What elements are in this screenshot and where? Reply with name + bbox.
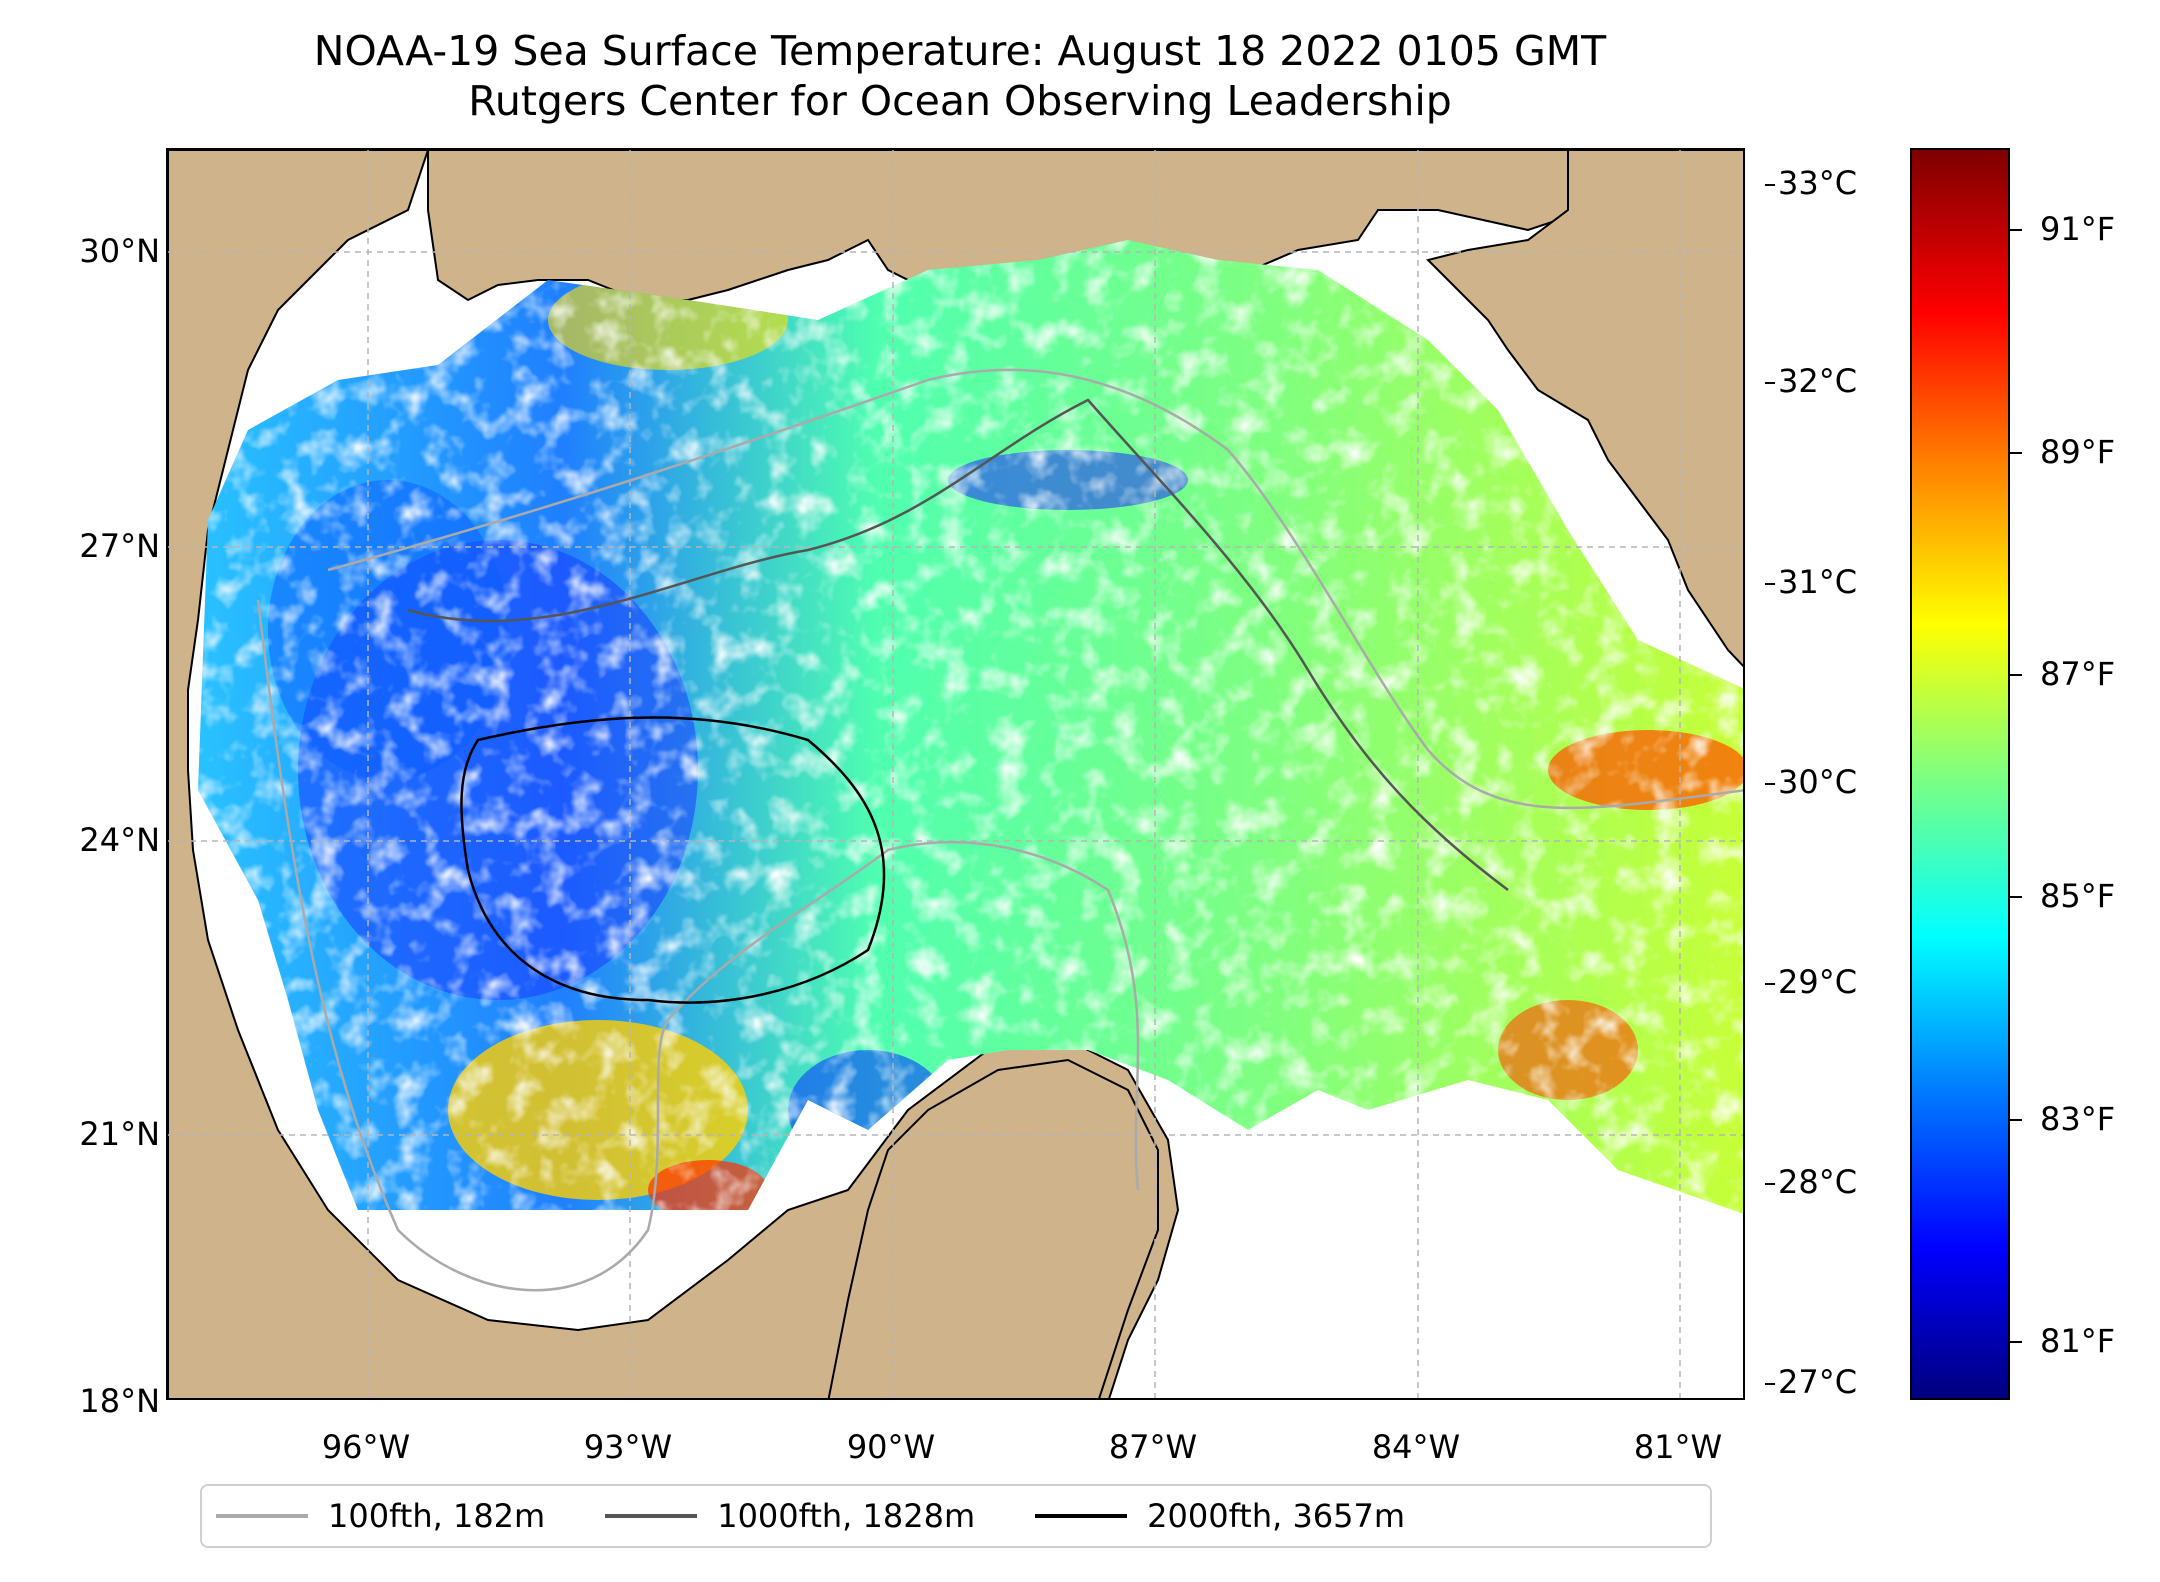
lon-tick-87w: 87°W [1108, 1428, 1198, 1466]
lon-tick-90w: 90°W [846, 1428, 936, 1466]
legend-item-100fth: 100fth, 182m [216, 1497, 545, 1535]
fahrenheit-tick-85: 85°F [2040, 877, 2116, 915]
celsius-tick-31: 31°C [1778, 563, 1858, 601]
celsius-tick-32: 32°C [1778, 362, 1858, 400]
lat-tick-24n: 24°N [79, 821, 160, 859]
fahrenheit-tick-89: 89°F [2040, 433, 2116, 471]
celsius-tickmark [1765, 583, 1775, 585]
legend-item-2000fth: 2000fth, 3657m [1035, 1497, 1405, 1535]
legend-swatch-2000fth [1035, 1514, 1128, 1518]
lat-tick-27n: 27°N [79, 527, 160, 565]
celsius-tick-28: 28°C [1778, 1163, 1858, 1201]
title-line-1: NOAA-19 Sea Surface Temperature: August … [313, 27, 1607, 75]
fahrenheit-tickmark [2010, 1341, 2022, 1343]
fahrenheit-tick-83: 83°F [2040, 1100, 2116, 1138]
contour-2000fth [460, 716, 886, 1004]
lat-tick-18n: 18°N [79, 1382, 160, 1420]
title-line-2: Rutgers Center for Ocean Observing Leade… [468, 77, 1452, 125]
celsius-tick-27: 27°C [1778, 1363, 1858, 1401]
lat-tick-30n: 30°N [79, 232, 160, 270]
lon-tick-96w: 96°W [321, 1428, 411, 1466]
legend-swatch-100fth [216, 1514, 308, 1518]
chart-title: NOAA-19 Sea Surface Temperature: August … [0, 26, 1920, 126]
lon-tick-81w: 81°W [1633, 1428, 1723, 1466]
celsius-tickmark [1765, 184, 1775, 186]
sst-map-canvas [168, 150, 1743, 1398]
fahrenheit-tickmark [2010, 1119, 2022, 1121]
contour-100fth [256, 599, 1140, 1292]
fahrenheit-tickmark [2010, 229, 2022, 231]
fahrenheit-tick-81: 81°F [2040, 1322, 2116, 1360]
lon-tick-93w: 93°W [583, 1428, 673, 1466]
celsius-tick-33: 33°C [1778, 164, 1858, 202]
celsius-tick-30: 30°C [1778, 763, 1858, 801]
celsius-tickmark [1765, 382, 1775, 384]
celsius-tick-29: 29°C [1778, 963, 1858, 1001]
sst-map [166, 148, 1745, 1400]
colorbar [1910, 148, 2010, 1400]
fahrenheit-tick-91: 91°F [2040, 210, 2116, 248]
legend-item-1000fth: 1000fth, 1828m [605, 1497, 975, 1535]
celsius-tickmark [1765, 1383, 1775, 1385]
celsius-tickmark [1765, 1183, 1775, 1185]
fahrenheit-tickmark [2010, 452, 2022, 454]
land-florida [1426, 150, 1743, 668]
legend-label-2000fth: 2000fth, 3657m [1147, 1497, 1406, 1535]
legend-label-100fth: 100fth, 182m [328, 1497, 546, 1535]
lat-tick-21n: 21°N [79, 1115, 160, 1153]
legend-swatch-1000fth [605, 1514, 698, 1518]
fahrenheit-tick-87: 87°F [2040, 655, 2116, 693]
contour-legend: 100fth, 182m 1000fth, 1828m 2000fth, 365… [200, 1484, 1712, 1548]
lon-tick-84w: 84°W [1371, 1428, 1461, 1466]
contour-1000fth [407, 398, 1509, 891]
fahrenheit-tickmark [2010, 674, 2022, 676]
land-yucatan [827, 1058, 1159, 1398]
contour-100fth-north [327, 368, 1743, 810]
celsius-tickmark [1765, 983, 1775, 985]
sst-data-layer [198, 240, 1743, 1215]
fahrenheit-tickmark [2010, 896, 2022, 898]
legend-label-1000fth: 1000fth, 1828m [717, 1497, 976, 1535]
celsius-tickmark [1765, 783, 1775, 785]
